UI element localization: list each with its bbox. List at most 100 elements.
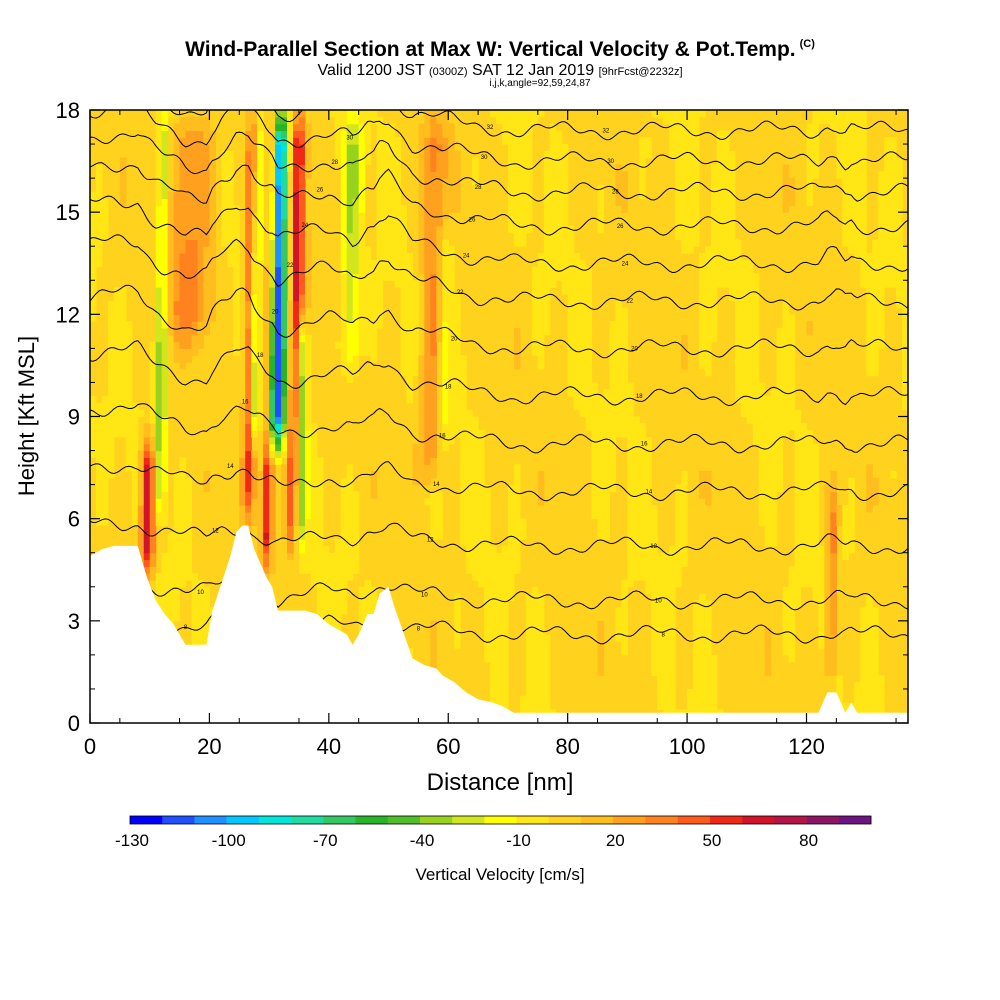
velocity-cell: [185, 552, 193, 561]
velocity-cell: [519, 137, 527, 145]
velocity-cell: [179, 362, 187, 370]
velocity-cell: [770, 443, 778, 452]
velocity-cell: [149, 491, 157, 499]
velocity-cell: [293, 212, 300, 220]
velocity-cell: [161, 348, 169, 356]
velocity-cell: [764, 498, 772, 506]
velocity-cell: [585, 293, 593, 302]
velocity-cell: [794, 505, 802, 513]
velocity-cell: [448, 191, 455, 200]
velocity-cell: [830, 607, 837, 615]
velocity-cell: [591, 491, 599, 499]
velocity-cell: [531, 334, 539, 343]
velocity-cell: [310, 532, 318, 540]
velocity-cell: [902, 348, 908, 356]
velocity-cell: [675, 232, 682, 241]
velocity-cell: [639, 573, 646, 581]
colorbar-swatch: [323, 816, 356, 824]
velocity-cell: [245, 484, 252, 493]
velocity-cell: [675, 573, 682, 581]
velocity-cell: [269, 409, 276, 418]
velocity-cell: [633, 430, 640, 438]
velocity-cell: [490, 661, 497, 670]
velocity-cell: [352, 362, 360, 370]
velocity-cell: [95, 205, 103, 213]
contour-label: 16: [641, 442, 648, 448]
velocity-cell: [531, 341, 539, 349]
contour-label: 18: [636, 394, 643, 400]
velocity-cell: [173, 205, 181, 213]
velocity-cell: [800, 545, 808, 554]
velocity-cell: [663, 579, 670, 588]
velocity-cell: [460, 470, 467, 479]
velocity-cell: [340, 600, 348, 608]
velocity-cell: [567, 389, 575, 397]
velocity-cell: [573, 273, 581, 281]
velocity-cell: [358, 198, 366, 206]
velocity-cell: [340, 253, 348, 261]
velocity-cell: [627, 477, 634, 486]
velocity-cell: [764, 627, 772, 636]
velocity-cell: [191, 600, 199, 608]
velocity-cell: [161, 518, 169, 527]
velocity-cell: [173, 321, 181, 329]
velocity-cell: [203, 477, 211, 486]
velocity-cell: [645, 150, 652, 159]
velocity-cell: [651, 532, 658, 540]
velocity-cell: [173, 225, 181, 234]
velocity-cell: [788, 198, 796, 206]
velocity-cell: [693, 198, 700, 206]
velocity-cell: [537, 491, 545, 499]
velocity-cell: [890, 266, 897, 275]
velocity-cell: [161, 280, 169, 288]
velocity-cell: [167, 539, 175, 547]
velocity-cell: [340, 552, 348, 561]
velocity-cell: [346, 327, 354, 336]
velocity-cell: [167, 545, 175, 554]
velocity-cell: [633, 436, 640, 445]
velocity-cell: [848, 178, 855, 186]
velocity-cell: [794, 518, 802, 527]
velocity-cell: [328, 110, 336, 118]
velocity-cell: [442, 382, 449, 390]
velocity-cell: [364, 593, 372, 601]
velocity-cell: [263, 552, 270, 561]
velocity-cell: [478, 539, 485, 547]
velocity-cell: [316, 573, 324, 581]
velocity-cell: [388, 171, 396, 179]
velocity-cell: [185, 511, 193, 520]
velocity-cell: [287, 307, 294, 315]
velocity-cell: [645, 552, 652, 561]
velocity-cell: [866, 321, 873, 329]
velocity-cell: [310, 573, 318, 581]
velocity-cell: [382, 123, 390, 132]
velocity-cell: [776, 327, 784, 336]
velocity-cell: [155, 212, 163, 220]
velocity-cell: [603, 430, 611, 438]
velocity-cell: [161, 218, 169, 227]
velocity-cell: [657, 559, 664, 567]
velocity-cell: [346, 259, 354, 268]
velocity-cell: [304, 348, 312, 356]
velocity-cell: [155, 389, 163, 397]
velocity-cell: [161, 505, 169, 513]
velocity-cell: [531, 668, 539, 676]
velocity-cell: [597, 518, 605, 527]
velocity-cell: [872, 239, 879, 247]
velocity-cell: [113, 396, 121, 404]
velocity-cell: [603, 518, 611, 527]
velocity-cell: [752, 436, 760, 445]
velocity-cell: [627, 518, 634, 527]
velocity-cell: [263, 505, 270, 513]
velocity-cell: [269, 450, 276, 458]
velocity-cell: [418, 253, 425, 261]
velocity-cell: [281, 171, 288, 179]
velocity-cell: [131, 484, 139, 493]
velocity-cell: [269, 293, 276, 302]
velocity-cell: [537, 695, 545, 704]
velocity-cell: [203, 178, 211, 186]
velocity-cell: [854, 137, 861, 145]
velocity-cell: [394, 259, 402, 268]
velocity-cell: [842, 225, 849, 234]
velocity-cell: [149, 498, 157, 506]
